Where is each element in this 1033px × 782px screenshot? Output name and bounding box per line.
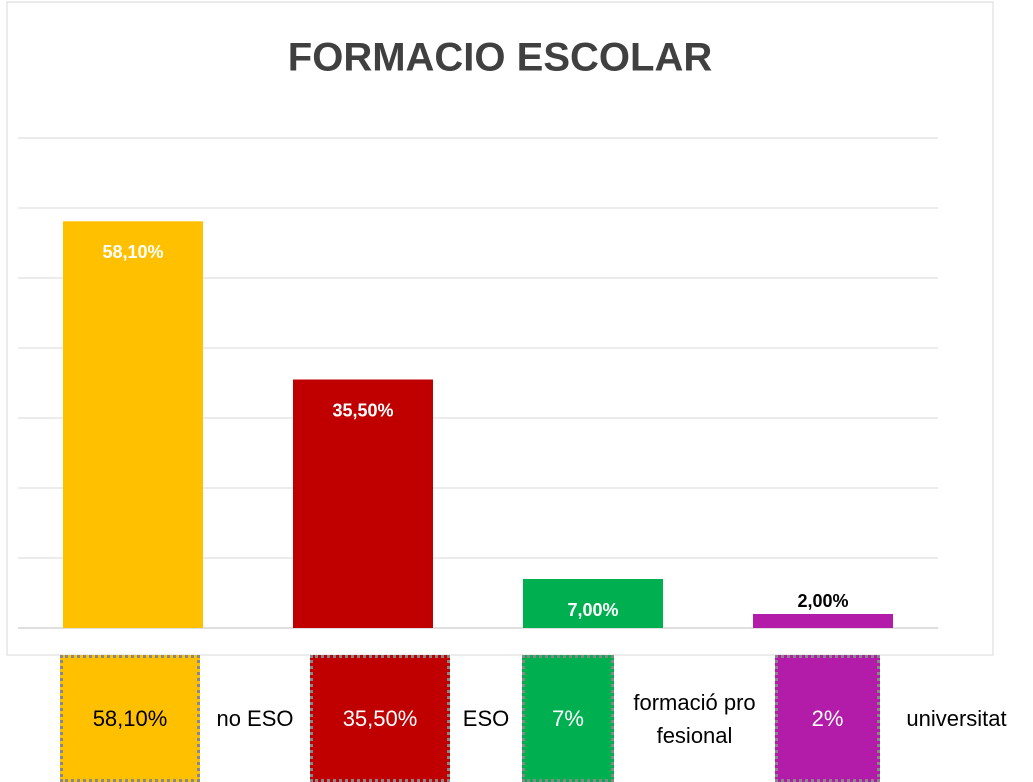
legend-swatch: 58,10%: [60, 655, 200, 782]
chart-title: FORMACIO ESCOLAR: [288, 36, 713, 80]
data-label: 2,00%: [797, 591, 848, 611]
bar: [63, 221, 203, 629]
data-label: 7,00%: [567, 600, 618, 620]
bar: [293, 379, 433, 628]
legend-name: no ESO: [216, 706, 294, 731]
legend-name: ESO: [462, 706, 510, 731]
bar: [753, 614, 893, 628]
legend-name: formació profesional: [633, 689, 756, 748]
data-label: 35,50%: [332, 400, 393, 420]
legend-swatch: 35,50%: [310, 655, 450, 782]
legend-swatch: 2%: [775, 655, 880, 782]
data-label: 58,10%: [102, 242, 163, 262]
legend-name: universitat: [906, 706, 1007, 731]
legend-swatch: 7%: [522, 655, 614, 782]
bar: [523, 579, 663, 628]
